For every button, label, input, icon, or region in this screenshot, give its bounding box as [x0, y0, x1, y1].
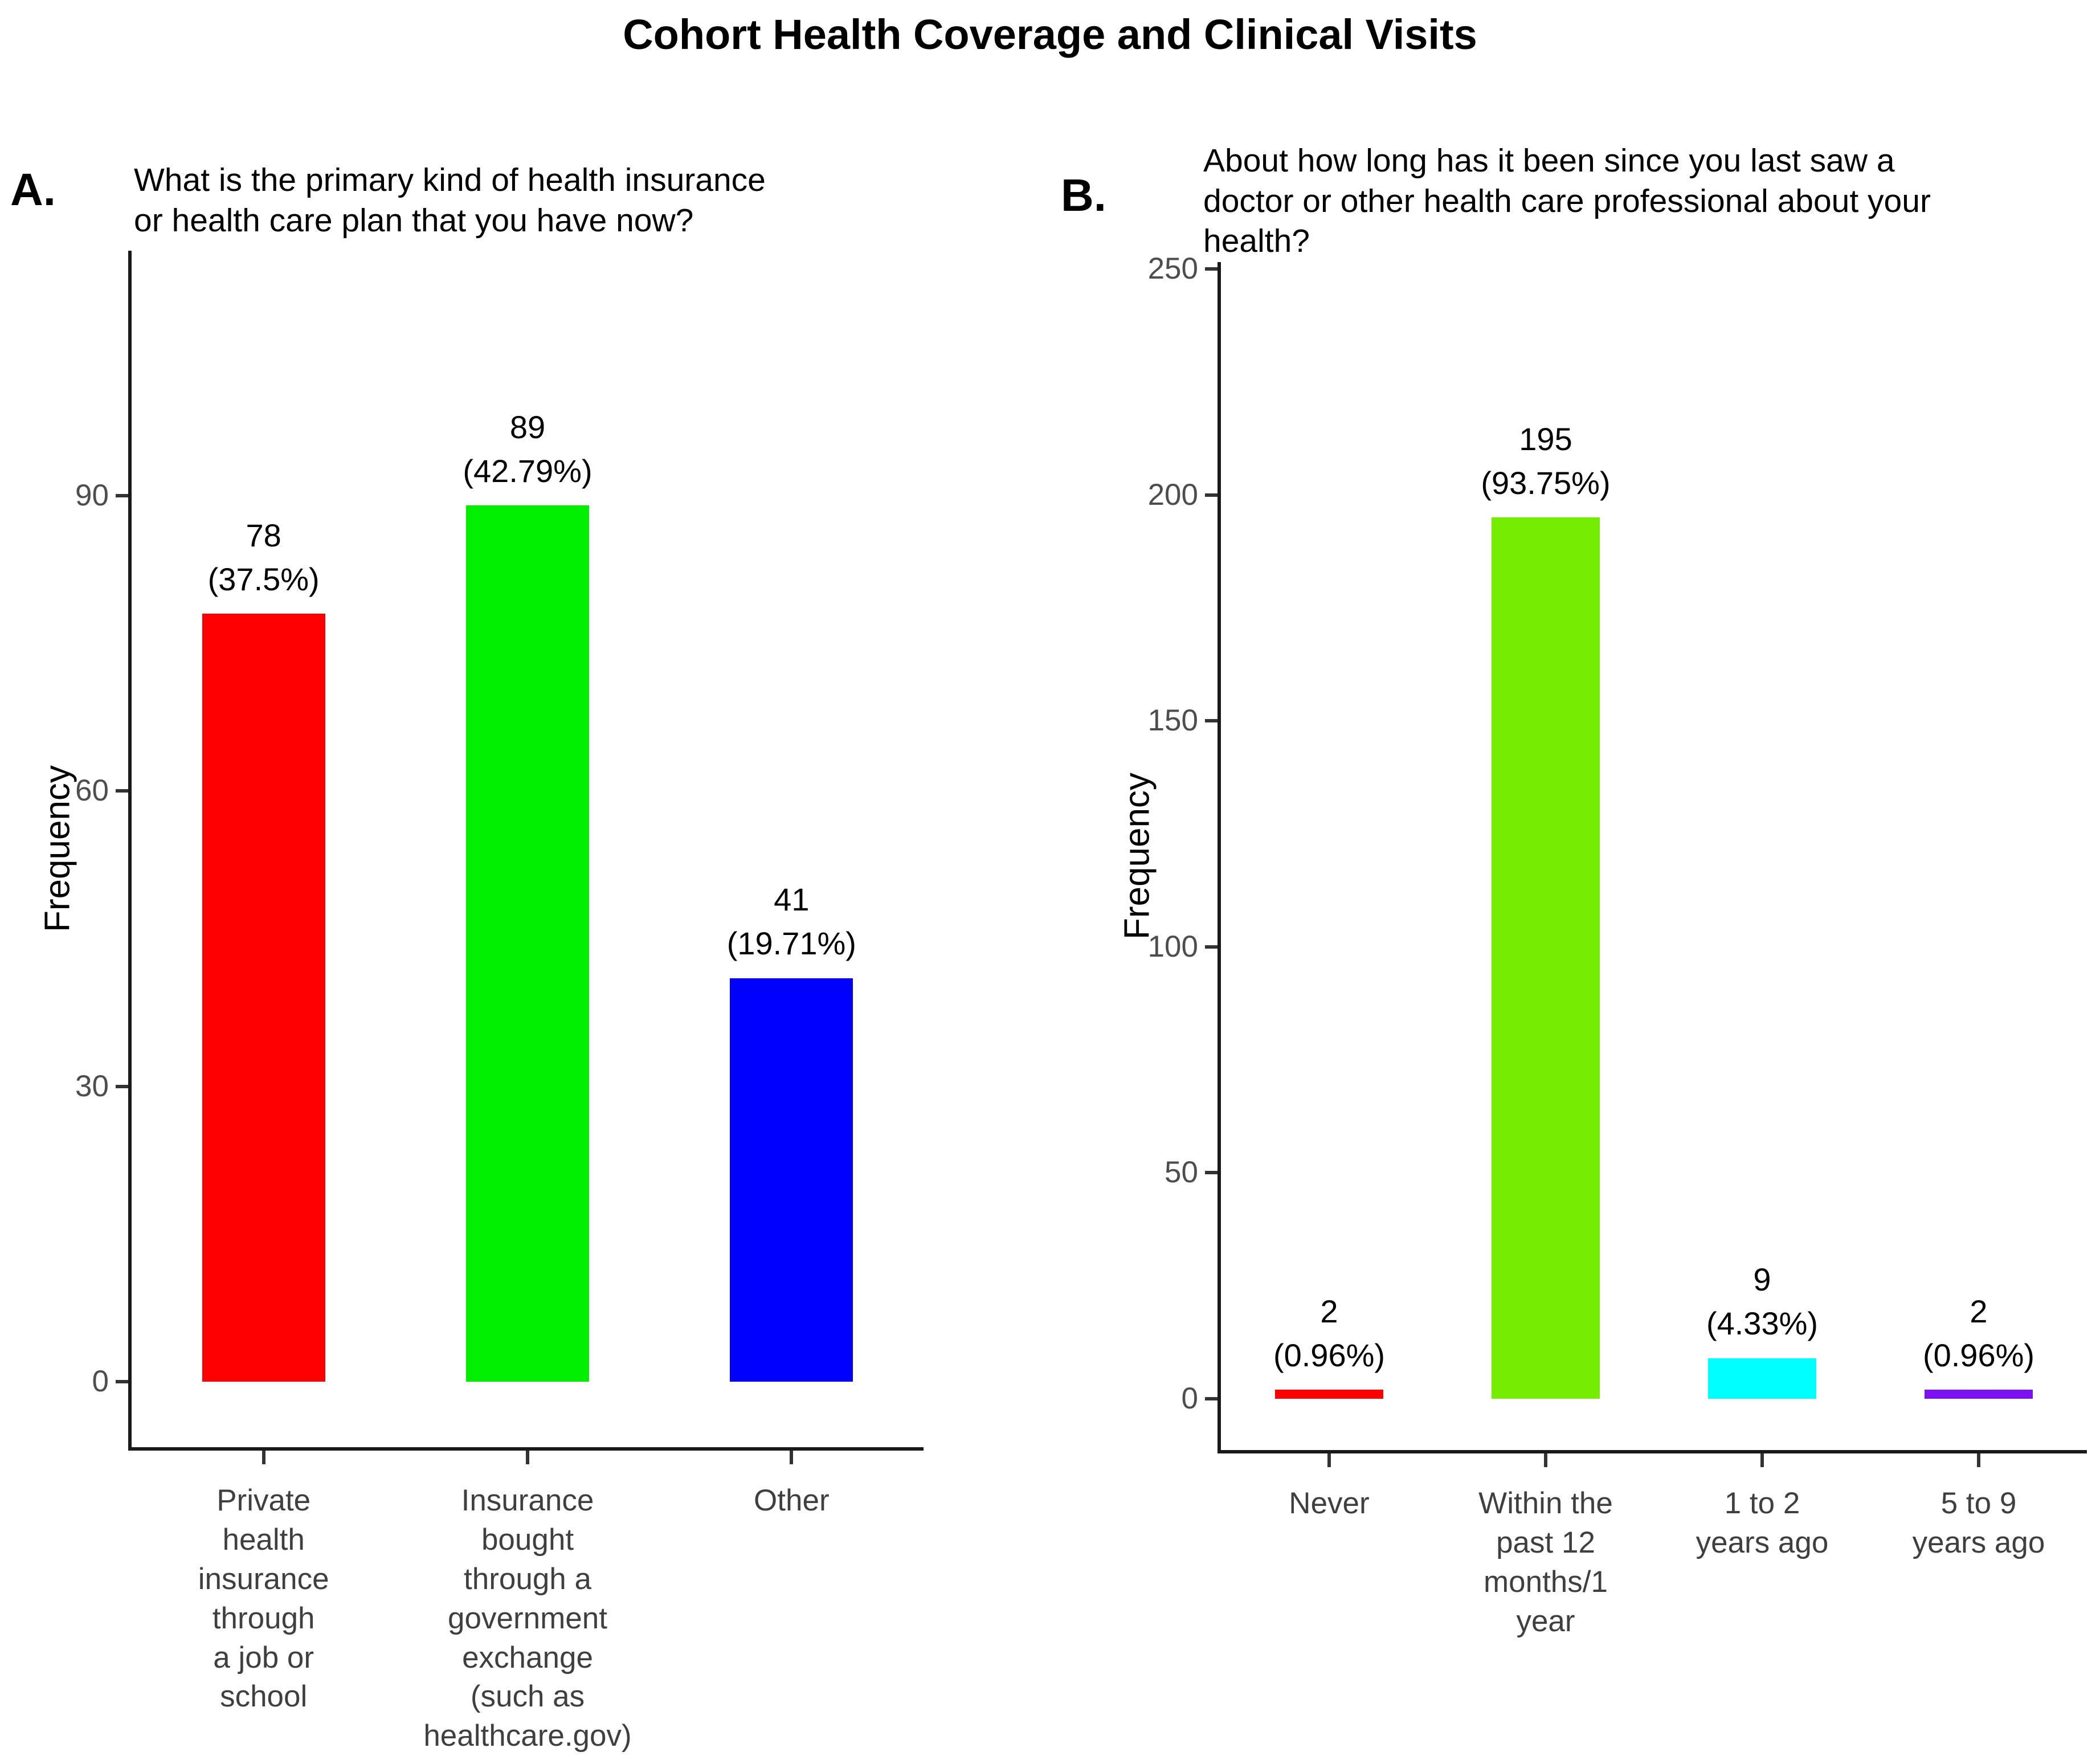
bar-b-2	[1708, 1358, 1816, 1399]
x-category-label: Never	[1289, 1487, 1370, 1520]
y-tick-mark	[1205, 1171, 1217, 1175]
y-tick-label: 0	[1181, 1382, 1198, 1415]
y-tick-mark	[1205, 945, 1217, 949]
x-tick-mark	[1977, 1453, 1980, 1467]
bar-value-label: 41 (19.71%)	[726, 881, 856, 962]
y-tick-mark	[116, 1084, 128, 1088]
y-tick-mark	[116, 493, 128, 497]
y-tick-label: 0	[92, 1365, 109, 1398]
bar-value-label: 2 (0.96%)	[1922, 1293, 2035, 1373]
panel-a-letter: A.	[10, 164, 56, 215]
x-category-label: Insurance bought through a government ex…	[423, 1484, 632, 1753]
y-tick-label: 90	[75, 478, 109, 512]
y-tick-label: 60	[75, 774, 109, 808]
panel-a-question: What is the primary kind of health insur…	[134, 162, 766, 239]
panel-b-question: About how long has it been since you las…	[1203, 142, 1931, 260]
bar-b-3	[1925, 1390, 2033, 1399]
figure-title: Cohort Health Coverage and Clinical Visi…	[623, 11, 1477, 58]
x-tick-mark	[1760, 1453, 1764, 1467]
panel-b-letter: B.	[1061, 170, 1106, 220]
y-tick-label: 250	[1147, 252, 1198, 285]
panel-b-plot-area: Frequency 0 50 100 150 200 250 2 (0.96%) Never 1…	[1118, 252, 2087, 1638]
x-tick-mark	[526, 1451, 529, 1464]
bar-value-label: 78 (37.5%)	[207, 517, 320, 597]
x-category-label: Within the past 12 months/1 year	[1478, 1487, 1613, 1638]
panel-a: A. What is the primary kind of health in…	[6, 145, 1026, 1753]
x-category-label: 1 to 2 years ago	[1695, 1487, 1829, 1559]
bar-value-label: 2 (0.96%)	[1273, 1293, 1386, 1373]
y-tick-mark	[1205, 493, 1217, 497]
bar-value-label: 195 (93.75%)	[1481, 420, 1611, 501]
y-tick-mark	[116, 789, 128, 793]
bar-a-0	[202, 614, 325, 1382]
y-tick-label: 150	[1147, 704, 1198, 738]
x-tick-mark	[1327, 1453, 1331, 1467]
y-tick-mark	[1205, 267, 1217, 271]
bar-b-1	[1492, 517, 1600, 1399]
panel-b-y-axis-title: Frequency	[1117, 773, 1157, 940]
bar-a-1	[466, 505, 589, 1382]
y-tick-mark	[116, 1380, 128, 1383]
y-tick-label: 100	[1147, 929, 1198, 963]
bar-value-label: 89 (42.79%)	[463, 409, 593, 489]
x-tick-mark	[790, 1451, 794, 1464]
panel-a-plot-area: Frequency 0 30 60 90 78 (37.5%) Private healt…	[38, 251, 924, 1753]
y-tick-label: 50	[1165, 1155, 1198, 1190]
bar-b-0	[1275, 1390, 1383, 1399]
x-category-label: Other	[754, 1484, 830, 1517]
bar-a-2	[730, 978, 853, 1382]
y-tick-mark	[1205, 719, 1217, 723]
y-tick-mark	[1205, 1397, 1217, 1400]
bar-value-label: 9 (4.33%)	[1706, 1261, 1819, 1342]
y-tick-label: 30	[75, 1069, 109, 1103]
x-category-label: 5 to 9 years ago	[1912, 1487, 2045, 1559]
x-tick-mark	[262, 1451, 265, 1464]
y-tick-label: 200	[1147, 477, 1198, 512]
panel-a-y-axis-title: Frequency	[38, 765, 77, 933]
panel-b: B. About how long has it been since you …	[1054, 142, 2100, 1655]
x-tick-mark	[1544, 1453, 1547, 1467]
